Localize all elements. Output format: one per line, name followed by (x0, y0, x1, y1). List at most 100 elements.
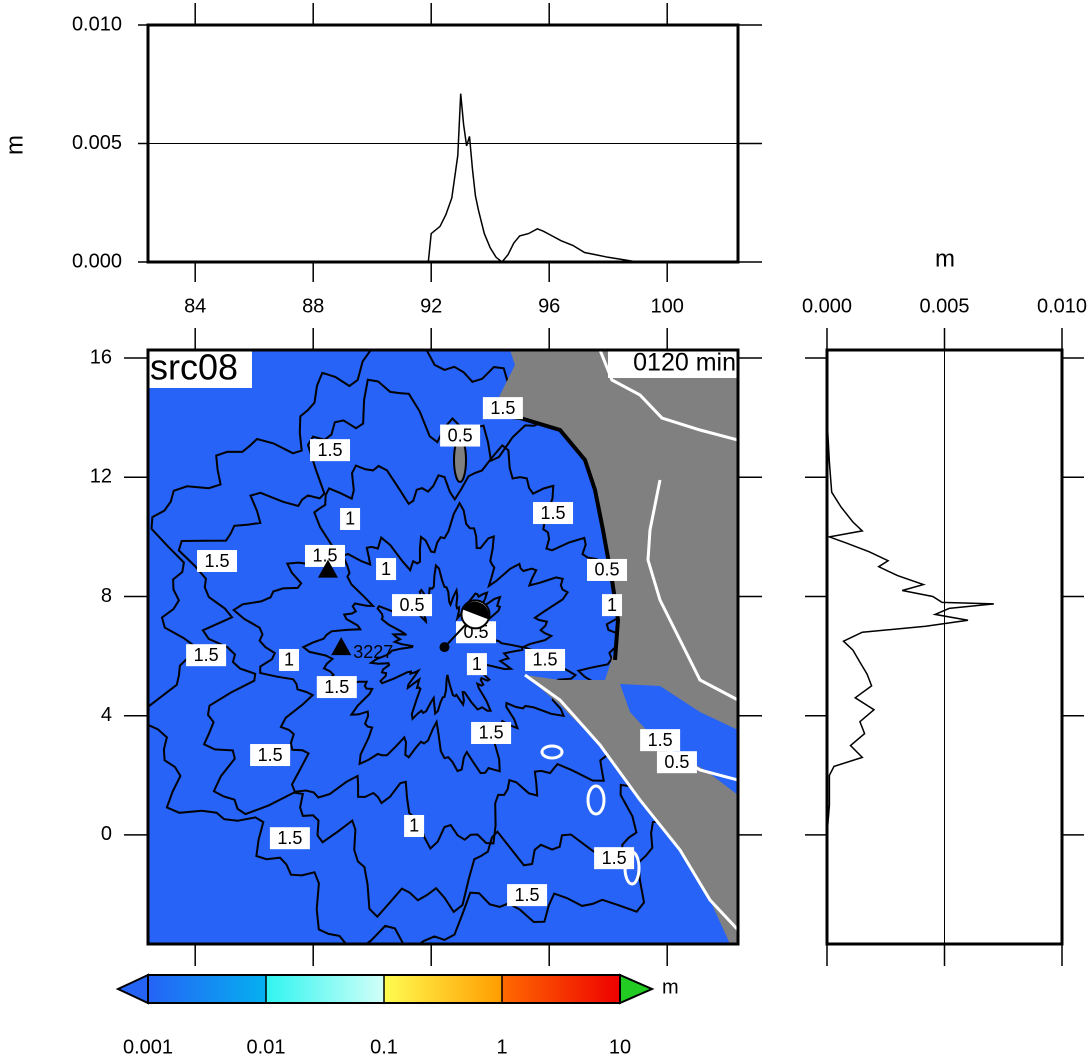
contour-label: 1.5 (205, 551, 230, 571)
contour-label-box (594, 847, 635, 870)
station (317, 559, 338, 578)
colorbar-tick-label: 0.001 (123, 1036, 173, 1058)
x-tick-label: 0.005 (919, 295, 969, 317)
time-box (608, 350, 738, 378)
contour-label-box (507, 884, 548, 907)
contour-label-box (186, 644, 227, 667)
y-tick-label: 8 (101, 585, 112, 607)
contour-label-box (533, 502, 574, 525)
contour-label-box (316, 676, 357, 699)
land-mass (493, 350, 738, 944)
colorbar-segment (266, 975, 384, 1003)
x-tick-label: 84 (184, 295, 206, 317)
colorbar-tick-label: 10 (609, 1036, 631, 1058)
x-axis-label: m (935, 245, 955, 272)
contour-label: 1 (409, 816, 419, 836)
contour-label: 1.5 (602, 848, 627, 868)
contour-label: 0.5 (448, 425, 473, 445)
contour-label: 1.5 (194, 645, 219, 665)
profile-line (427, 93, 638, 264)
contour (368, 563, 524, 721)
colorbar-unit: m (662, 976, 679, 998)
colorbar-over (619, 973, 655, 1005)
y-tick-label: 12 (90, 466, 112, 488)
station (331, 637, 352, 656)
contour-label: 1.5 (515, 885, 540, 905)
y-tick-label: 16 (90, 346, 112, 368)
contour-label: 1 (345, 509, 355, 529)
contour-label: 1.5 (312, 546, 337, 566)
contour-label-box (250, 744, 291, 767)
colorbar-tick-label: 1 (496, 1036, 507, 1058)
contour-label: 1.5 (648, 730, 673, 750)
contour (232, 444, 643, 851)
contour-label-box (279, 648, 300, 671)
contour-label: 1 (607, 595, 617, 615)
contour-label: 1.5 (277, 828, 302, 848)
x-tick-label: 92 (420, 295, 442, 317)
contour-label: 1 (284, 650, 294, 670)
contour-label-box (656, 751, 697, 774)
island (540, 744, 564, 760)
y-tick-label: 0 (101, 823, 112, 845)
contour-label-box (404, 814, 425, 837)
colorbar-segment (502, 975, 620, 1003)
contour-label-box (376, 558, 397, 581)
contour-label-box (392, 594, 433, 617)
contour-label: 1.5 (490, 398, 515, 418)
contour-label: 1 (381, 559, 391, 579)
contour-label-box (440, 424, 481, 447)
plot-frame (146, 23, 740, 264)
y-tick-label: 0.010 (72, 13, 122, 35)
contour-label-box (305, 544, 345, 567)
contour-label: 0.5 (664, 752, 689, 772)
colorbar-segment (384, 975, 502, 1003)
contour-label: 1 (472, 654, 482, 674)
colorbar-segment (148, 975, 266, 1003)
contour-label-box (525, 648, 566, 671)
focal-mechanism-quadrant (462, 601, 489, 620)
title-box (148, 350, 252, 388)
contour-label: 1.5 (533, 650, 558, 670)
y-tick-label: 0.005 (72, 132, 122, 154)
contour-label-box (587, 558, 628, 581)
contour-label-box (269, 827, 310, 850)
x-tick-label: 96 (538, 295, 560, 317)
contour-label-box (197, 550, 238, 573)
colorbar-under (115, 973, 149, 1005)
contour-label: 1.5 (479, 723, 504, 743)
epicenter (439, 642, 450, 653)
contour-label: 0.5 (400, 595, 425, 615)
x-tick-label: 100 (651, 295, 684, 317)
profile-line (826, 417, 994, 835)
coastline (524, 350, 738, 932)
plot-frame (825, 348, 1064, 946)
colorbar-tick-label: 0.1 (370, 1036, 398, 1058)
station-label: 3227 (353, 642, 393, 662)
contour-label: 0.5 (595, 560, 620, 580)
contour-label-box (310, 439, 351, 462)
y-tick-label: 0.000 (72, 250, 122, 272)
contour-label-box (602, 594, 623, 617)
contour-label: 1.5 (258, 745, 283, 765)
x-tick-label: 88 (302, 295, 324, 317)
y-tick-label: 4 (101, 704, 112, 726)
contour-label-box (340, 507, 361, 530)
time-label: 0120 min (633, 349, 736, 377)
x-tick-label: 0.000 (802, 295, 852, 317)
contour-label-box (466, 653, 487, 676)
contour-label: 1.5 (324, 677, 349, 697)
contour-label-box (482, 397, 523, 420)
x-tick-label: 0.010 (1037, 295, 1087, 317)
contour-label: 1.5 (317, 440, 342, 460)
map-frame (146, 348, 740, 946)
contour-label-box (456, 621, 497, 644)
colorbar-tick-label: 0.01 (247, 1036, 286, 1058)
map-title: src08 (150, 347, 238, 388)
island (586, 784, 606, 816)
contour-label: 1.5 (541, 503, 566, 523)
contour-label-box (640, 729, 681, 752)
y-axis-label: m (1, 135, 28, 155)
